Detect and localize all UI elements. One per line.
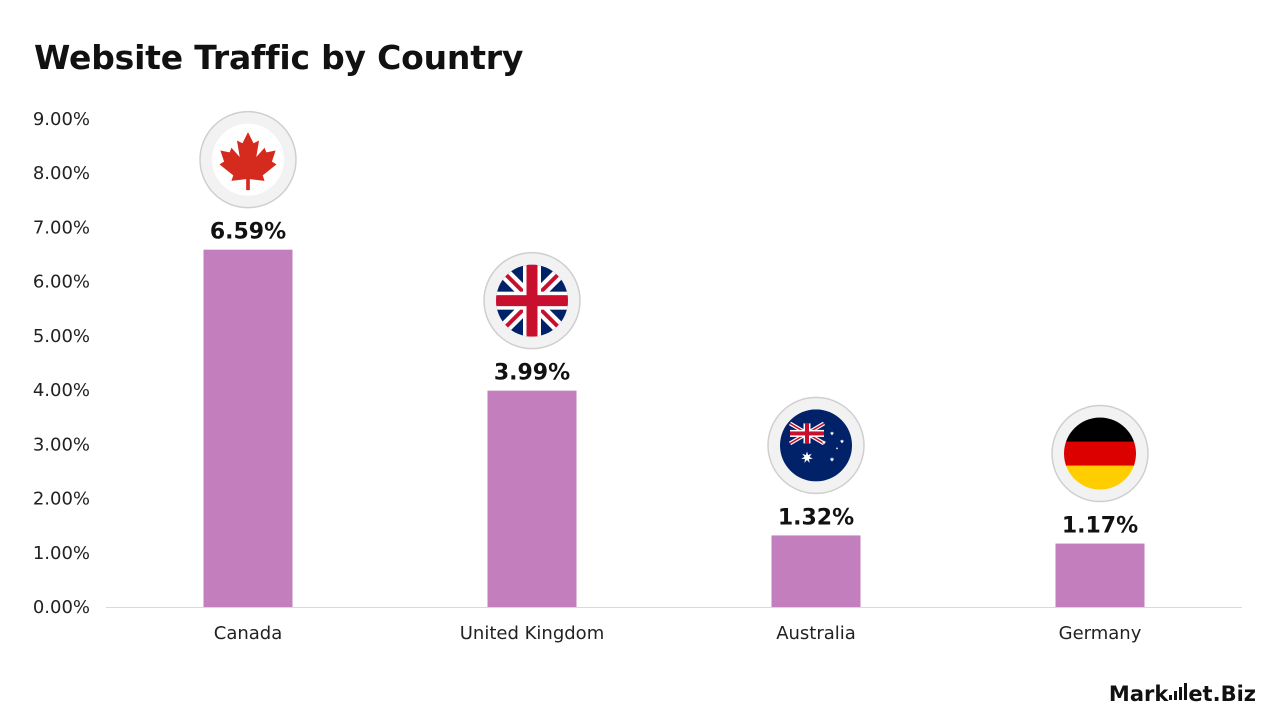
bar-united-kingdom <box>487 390 577 607</box>
brand-logo: Mark et.Biz <box>1109 682 1256 706</box>
australia-flag-icon <box>767 396 865 495</box>
chart-title: Website Traffic by Country <box>34 38 524 77</box>
y-tick-label: 0.00% <box>33 597 90 618</box>
x-tick-label: Australia <box>776 623 856 644</box>
data-label: 6.59% <box>210 220 286 245</box>
y-tick-label: 4.00% <box>33 380 90 401</box>
y-tick-label: 8.00% <box>33 163 90 184</box>
brand-text-start: Mark <box>1108 682 1169 706</box>
brand-text-end: et.Biz <box>1188 682 1256 706</box>
y-axis: 0.00% 1.00% 2.00% 3.00% 4.00% 5.00% 6.00% 7.00%… <box>33 109 90 618</box>
y-tick-label: 3.00% <box>33 434 90 455</box>
bar-canada <box>203 249 293 608</box>
germany-flag-icon <box>1051 404 1149 503</box>
data-label: 1.32% <box>778 505 854 530</box>
flags <box>199 110 1149 503</box>
y-tick-label: 6.00% <box>33 272 90 293</box>
y-tick-label: 1.00% <box>33 543 90 564</box>
canada-flag-icon <box>199 110 297 209</box>
y-tick-label: 7.00% <box>33 217 90 238</box>
bar-germany <box>1055 543 1145 607</box>
x-axis: Canada United Kingdom Australia Germany <box>106 607 1242 644</box>
y-tick-label: 5.00% <box>33 326 90 347</box>
x-tick-label: United Kingdom <box>460 623 604 644</box>
y-tick-label: 9.00% <box>33 109 90 130</box>
x-tick-label: Germany <box>1059 623 1142 644</box>
y-tick-label: 2.00% <box>33 489 90 510</box>
data-label: 3.99% <box>494 361 570 386</box>
bars: 6.59% 3.99% 1.32% 1.17% <box>203 220 1145 608</box>
uk-flag-icon <box>483 251 581 350</box>
bar-australia <box>771 535 861 607</box>
x-tick-label: Canada <box>214 623 283 644</box>
data-label: 1.17% <box>1062 514 1138 539</box>
brand-bars-icon <box>1169 683 1188 700</box>
